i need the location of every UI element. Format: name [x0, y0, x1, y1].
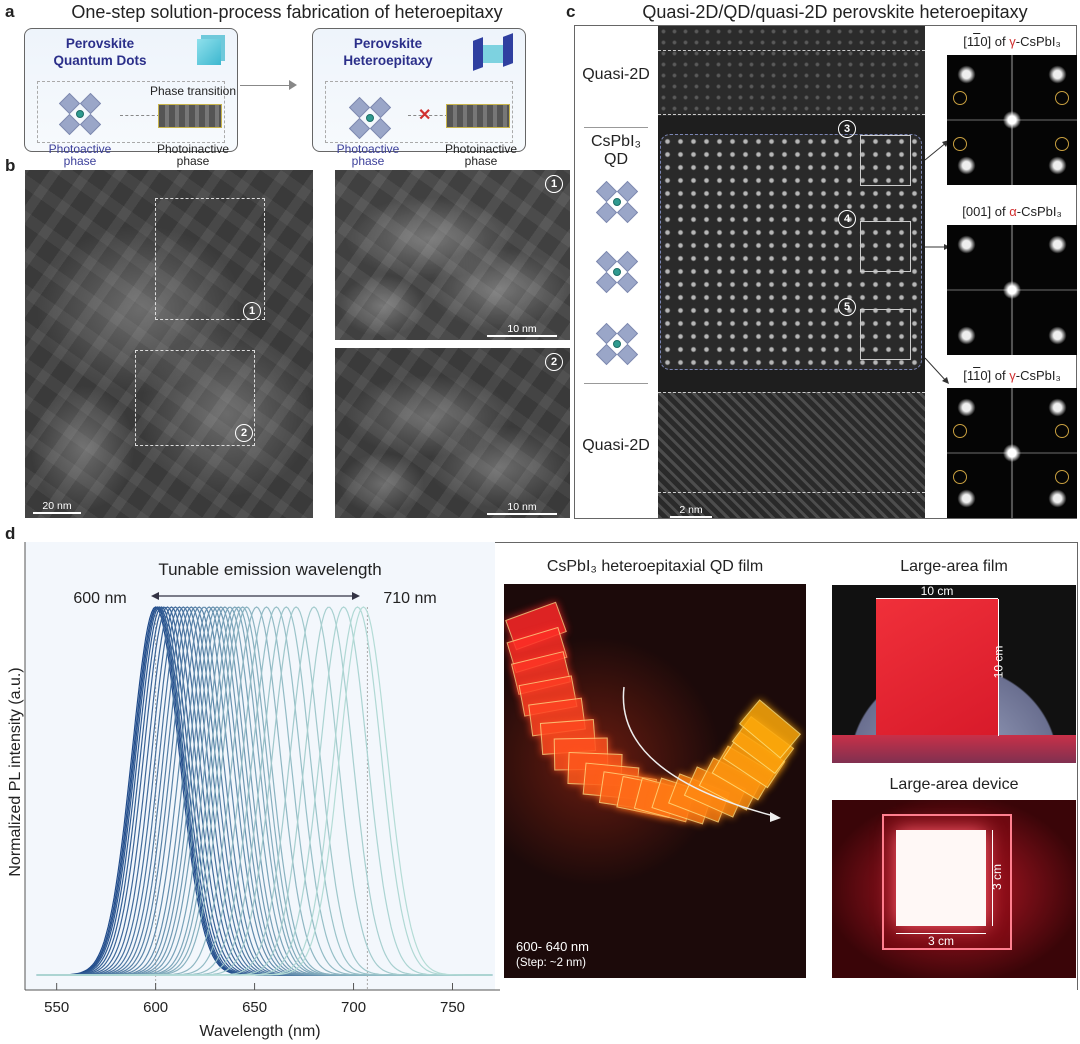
annotation-600nm: 600 nm [73, 590, 126, 607]
panel-c-title: Quasi-2D/QD/quasi-2D perovskite heteroep… [642, 2, 1028, 22]
divider [584, 127, 648, 128]
x-tick-label: 650 [242, 999, 267, 1016]
perovskite-structure-icon [58, 92, 102, 136]
transition-arrow [120, 111, 166, 119]
phase-diagram: Phase transition Photoactive phase Photoi… [37, 81, 236, 167]
region-1-label: 1 [545, 175, 563, 193]
interface-line [658, 392, 925, 393]
region-5-marker: 5 [838, 298, 856, 316]
device-title: Large-area device [889, 776, 1019, 793]
region-4-marker: 4 [838, 210, 856, 228]
region-3-box [860, 135, 911, 186]
heteroepitaxy-box: Perovskite Heteroepitaxy ✕ Photoactive pha… [312, 28, 526, 167]
x-axis-label: Wavelength (nm) [199, 1023, 320, 1040]
qd-film-photo: 600- 640 nm (Step: ~2 nm) [504, 584, 806, 978]
photoinactive-structure-icon [446, 104, 510, 128]
x-tick-label: 600 [143, 999, 168, 1016]
tilted-octahedra-icon [595, 180, 639, 224]
panel-d-label: d [5, 524, 16, 543]
fft-pattern-gamma [947, 55, 1077, 185]
annotation-710nm: 710 nm [383, 590, 436, 607]
arrowhead-left [151, 592, 159, 600]
region-1-marker: 1 [243, 302, 261, 320]
scale-bar: 10 nm [487, 323, 557, 337]
pl-spectra-chart: 550 600 650 700 750 Tunable emission wavelen… [7, 542, 500, 1040]
fft-label: [110] of γ-CsPbI₃ [963, 34, 1061, 49]
interface-line [658, 114, 925, 115]
film-title: CsPbI₃ heteroepitaxial QD film [546, 558, 764, 575]
region-2-box [135, 350, 255, 446]
scale-bar: 20 nm [33, 500, 81, 514]
region-1-box [155, 198, 265, 320]
emitting-area [896, 830, 986, 926]
panel-b-label: b [5, 156, 16, 175]
box-heading: Perovskite Heteroepitaxy [343, 36, 433, 68]
qd-region [660, 134, 922, 370]
phase-diagram: ✕ Photoactive phase Photoinactive phase [325, 81, 517, 167]
region-3-marker: 3 [838, 120, 856, 138]
film-width-label: 10 cm [920, 585, 954, 598]
quantum-dots-box: Perovskite Quantum Dots Phase transition … [24, 28, 238, 167]
divider [584, 383, 648, 384]
fft-label: [001] of α-CsPbI₃ [962, 204, 1062, 219]
phase-transition-label: Phase transition [149, 84, 237, 98]
region-2-zoom-image: 2 10 nm [335, 348, 570, 518]
large-area-film-photo: 10 cm 10 cm [832, 585, 1076, 763]
photoinactive-label: Photoinactive phase [444, 142, 518, 168]
region-4-box [860, 221, 911, 272]
device-height-label: 3 cm [990, 863, 1005, 891]
photoinactive-label: Photoinactive phase [156, 142, 230, 168]
cube-icon [197, 39, 221, 65]
x-tick-label: 750 [440, 999, 465, 1016]
panel-a-label: a [5, 2, 15, 21]
large-film-title: Large-area film [900, 558, 1008, 575]
x-tick-label: 550 [44, 999, 69, 1016]
large-area-device-photo: 3 cm 3 cm [832, 800, 1076, 978]
photoactive-label: Photoactive phase [48, 142, 112, 168]
interface-line [658, 492, 925, 493]
fft-pattern-alpha [947, 225, 1077, 355]
tilted-octahedra-icon [595, 322, 639, 366]
tem-overview-image: 1 2 20 nm [25, 170, 313, 518]
layer-label-middle: CsPbI₃ QD [590, 133, 642, 168]
width-dimension-line [876, 598, 998, 599]
y-axis-label: Normalized PL intensity (a.u.) [7, 667, 24, 876]
panel-d-frame [25, 542, 1078, 990]
pl-spectrum-705 [36, 606, 493, 976]
region-1-zoom-image: 1 10 nm [335, 170, 570, 340]
chart-title: Tunable emission wavelength [158, 560, 381, 579]
height-dimension-line [992, 830, 993, 926]
region-2-label: 2 [545, 353, 563, 371]
region-5-box [860, 309, 911, 360]
quasi2d-bottom-region [658, 392, 925, 518]
scale-bar: 2 nm [670, 504, 712, 518]
red-x-icon: ✕ [418, 107, 432, 124]
width-dimension-line [896, 933, 986, 934]
height-dimension-line [998, 599, 999, 736]
panel-a-title: One-step solution-process fabrication of… [71, 2, 503, 22]
interface-line [658, 50, 925, 51]
layer-label-bottom: Quasi-2D [582, 437, 650, 454]
panel-c-label: c [566, 2, 576, 21]
hrstem-image: 3 4 5 2 nm [658, 26, 925, 518]
fft-pattern-gamma [947, 388, 1077, 518]
x-tick-label: 700 [341, 999, 366, 1016]
perovskite-structure-icon [348, 96, 392, 140]
region-2-marker: 2 [235, 424, 253, 442]
red-film [876, 599, 998, 736]
photoinactive-structure-icon [158, 104, 222, 128]
heterostructure-icon [473, 33, 517, 71]
scale-bar: 10 nm [487, 501, 557, 515]
film-wavelength-range: 600- 640 nm (Step: ~2 nm) [516, 939, 589, 969]
device-width-label: 3 cm [927, 934, 954, 948]
process-arrow [240, 80, 297, 90]
arrowhead-right [352, 592, 360, 600]
film-height-label: 10 cm [991, 645, 1006, 679]
cubic-octahedra-icon [595, 250, 639, 294]
box-heading: Perovskite Quantum Dots [53, 36, 147, 68]
layer-label-top: Quasi-2D [582, 66, 650, 83]
quasi2d-top-region [658, 26, 925, 116]
photoactive-label: Photoactive phase [336, 142, 400, 168]
fft-label: [110] of γ-CsPbI₃ [963, 368, 1061, 383]
